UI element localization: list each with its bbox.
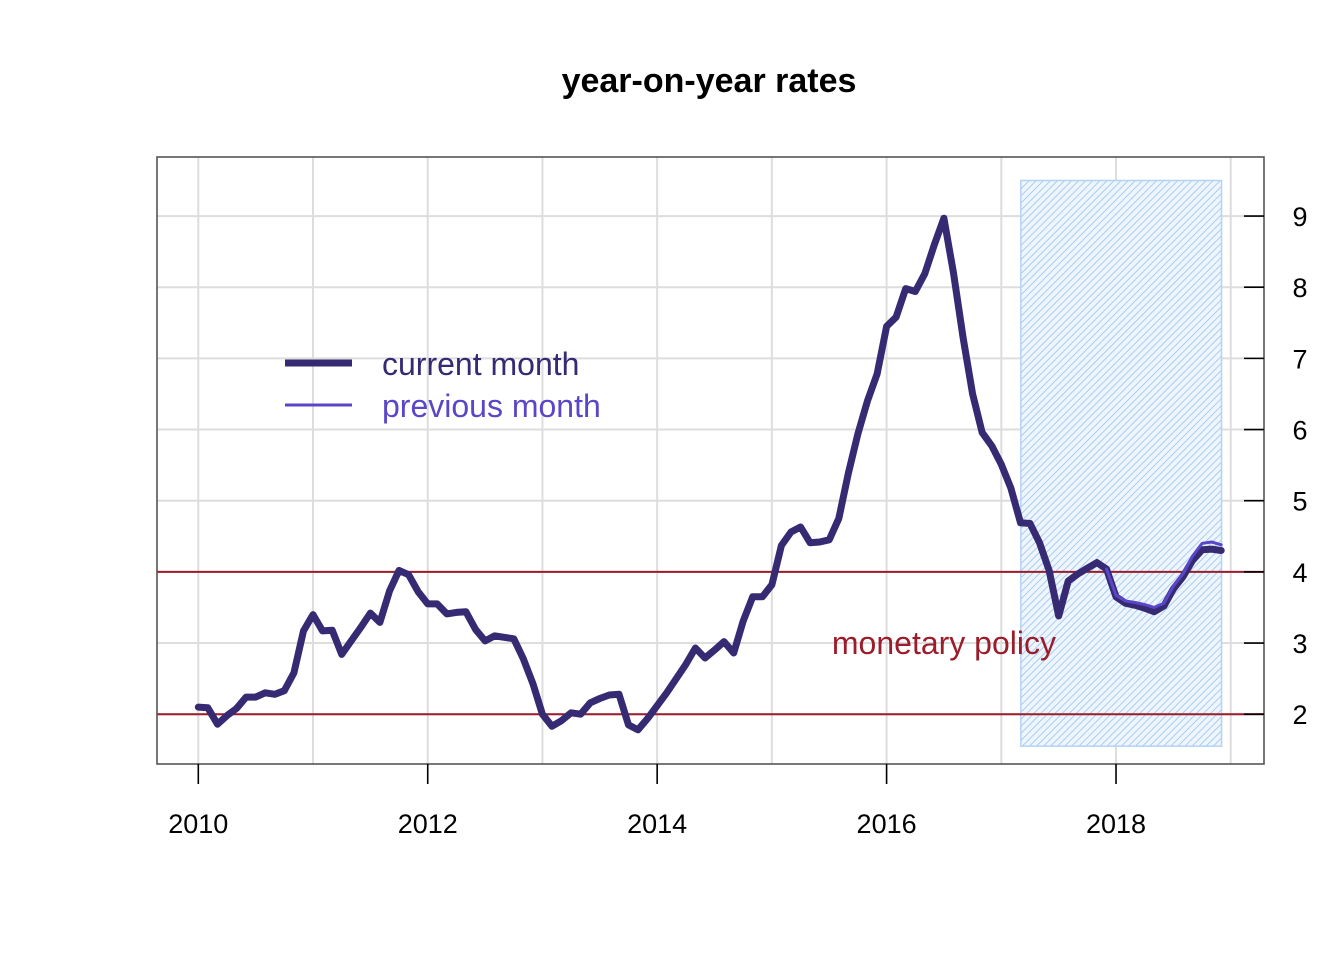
- y-tick-label-3: 3: [1292, 629, 1307, 659]
- y-tick-label-6: 6: [1292, 416, 1307, 446]
- y-tick-label-7: 7: [1292, 344, 1307, 374]
- plot-frame: [156, 156, 1265, 765]
- x-tick-label-2016: 2016: [857, 809, 917, 839]
- legend-label-previous-month: previous month: [382, 388, 601, 424]
- series-line-current-month: [194, 214, 1225, 734]
- y-tick-label-8: 8: [1292, 273, 1307, 303]
- y-tick-label-5: 5: [1292, 487, 1307, 517]
- x-tick-label-2010: 2010: [168, 809, 228, 839]
- shaded-rect: [1020, 179, 1223, 747]
- y-tick-label-4: 4: [1292, 558, 1307, 588]
- legend-label-current-month: current month: [382, 346, 579, 382]
- series-lines: [194, 214, 1225, 734]
- legend: current month previous month: [285, 346, 601, 424]
- x-axis: 2010 2012 2014 2016 2018: [168, 764, 1146, 839]
- monetary-policy-label: monetary policy: [832, 625, 1056, 661]
- series-line-previous-month: [1105, 540, 1223, 609]
- y-axis: 2 3 4 5 6 7 8 9: [1244, 202, 1308, 730]
- shaded-region: [1020, 179, 1223, 747]
- chart-title: year-on-year rates: [562, 62, 857, 100]
- x-tick-label-2018: 2018: [1086, 809, 1146, 839]
- y-tick-label-2: 2: [1292, 700, 1307, 730]
- x-tick-label-2014: 2014: [627, 809, 687, 839]
- y-tick-label-9: 9: [1292, 202, 1307, 232]
- x-tick-label-2012: 2012: [398, 809, 458, 839]
